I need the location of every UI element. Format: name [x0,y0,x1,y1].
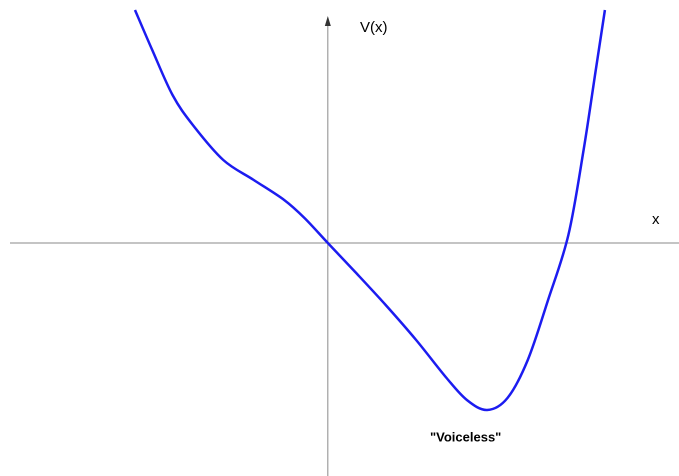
y-axis-label: V(x) [360,19,388,36]
x-axis-label: x [652,211,660,228]
annotation: "Voiceless" [430,429,501,444]
curve [133,9,607,412]
y-axis-arrow [324,16,331,26]
